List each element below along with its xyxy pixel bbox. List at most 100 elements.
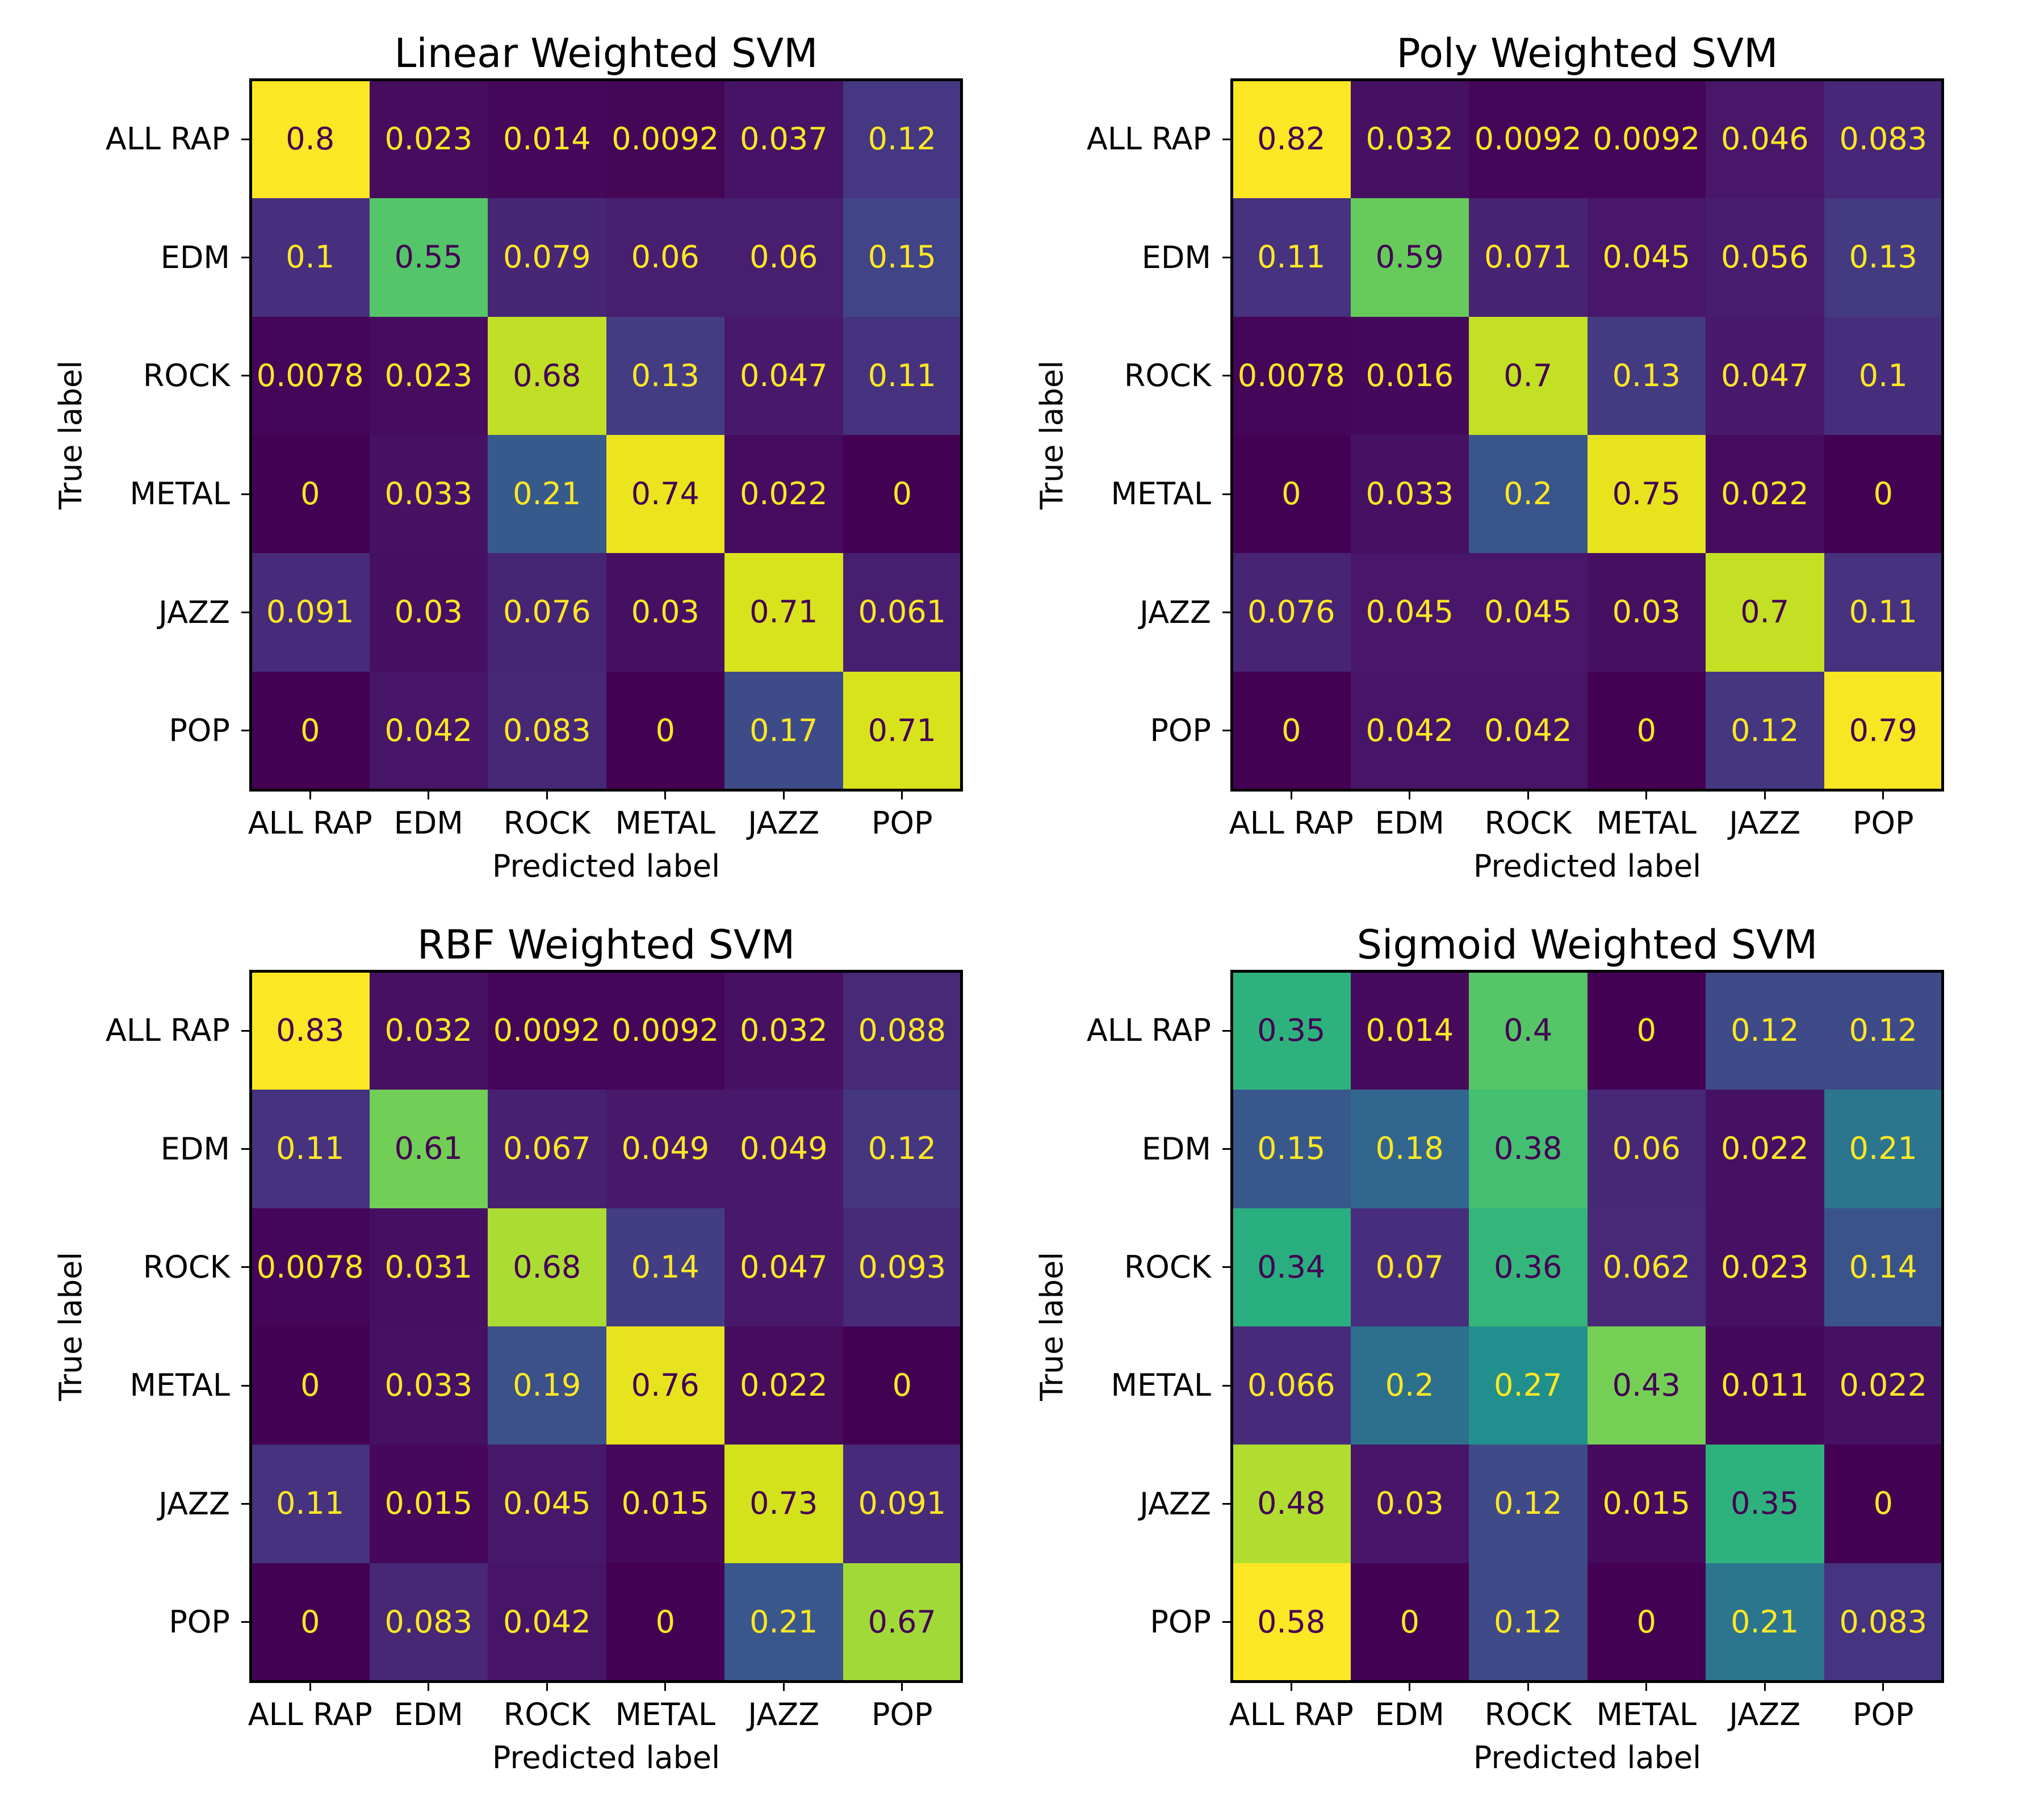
y-tick-mark (241, 1029, 250, 1032)
y-tick-mark (241, 493, 250, 495)
heatmap-cell: 0.0078 (1232, 316, 1351, 435)
y-tick-label: METAL (1111, 1367, 1211, 1404)
heatmap-cell: 0.091 (843, 1445, 961, 1563)
x-tick-mark (1764, 791, 1766, 799)
heatmap-cell: 0.13 (1587, 316, 1706, 435)
x-tick-label: ROCK (1484, 805, 1572, 841)
heatmap-cell: 0.083 (488, 671, 606, 790)
heatmap-cell: 0 (843, 434, 961, 554)
heatmap-cell: 0.48 (1232, 1445, 1351, 1563)
heatmap-cell: 0.093 (843, 1208, 961, 1326)
y-tick-label: JAZZ (1140, 1485, 1211, 1522)
heatmap-cell: 0.062 (1587, 1208, 1706, 1326)
heatmap-cell: 0.0092 (606, 80, 724, 199)
x-tick-mark (1409, 1682, 1411, 1691)
heatmap-cell: 0.2 (1469, 434, 1588, 554)
y-tick-label: POP (169, 1604, 230, 1640)
heatmap-cell: 0.022 (724, 434, 843, 554)
y-tick-label: ROCK (1124, 357, 1211, 393)
heatmap-cell: 0 (606, 1563, 724, 1681)
y-tick-label: METAL (129, 476, 230, 512)
x-tick-mark (309, 1682, 311, 1691)
heatmap-cell: 0.82 (1232, 80, 1351, 199)
x-tick-label: JAZZ (1729, 805, 1801, 841)
x-tick-mark (1290, 791, 1292, 799)
heatmap-cell: 0.061 (843, 553, 961, 672)
heatmap-cell: 0.06 (724, 198, 843, 317)
heatmap-cell: 0.045 (1587, 198, 1706, 317)
x-tick-label: POP (871, 805, 933, 841)
heatmap-cell: 0.14 (606, 1208, 724, 1326)
heatmap-cell: 0 (1350, 1563, 1469, 1681)
heatmap-cell: 0.75 (1587, 434, 1706, 554)
x-tick-mark (901, 1682, 903, 1691)
heatmap-cell: 0.35 (1706, 1445, 1824, 1563)
heatmap-cell: 0.21 (1706, 1563, 1824, 1681)
x-tick-mark (901, 791, 903, 799)
y-tick-mark (1222, 1503, 1231, 1505)
heatmap-cell: 0.045 (488, 1445, 606, 1563)
heatmap-cell: 0.06 (1587, 1090, 1706, 1208)
heatmap-cell: 0.022 (724, 1326, 843, 1445)
heatmap-cell: 0.15 (1232, 1090, 1351, 1208)
x-tick-label: ROCK (503, 805, 590, 841)
heatmap-cell: 0.11 (843, 316, 961, 435)
heatmap-cell: 0.11 (1824, 553, 1942, 672)
y-tick-mark (241, 1503, 250, 1505)
x-tick-label: METAL (1596, 805, 1697, 841)
x-tick-label: POP (871, 1697, 933, 1732)
y-tick-mark (241, 730, 250, 732)
y-tick-mark (241, 257, 250, 258)
x-axis-label: Predicted label (1473, 1740, 1702, 1776)
chart-title: Sigmoid Weighted SVM (1356, 922, 1818, 968)
heatmap-cell: 0.023 (369, 316, 488, 435)
heatmap-cell: 0.11 (1232, 198, 1351, 317)
y-axis-label: True label (53, 1251, 89, 1401)
y-tick-mark (241, 1266, 250, 1268)
y-tick-label: POP (1150, 1604, 1211, 1640)
heatmap-cell: 0 (251, 1326, 370, 1445)
heatmap-cell: 0.032 (369, 972, 488, 1090)
heatmap-cell: 0.61 (369, 1090, 488, 1208)
x-tick-label: POP (1852, 805, 1914, 841)
y-tick-label: ALL RAP (105, 121, 230, 157)
heatmap-cell: 0.11 (251, 1445, 370, 1563)
x-axis-label: Predicted label (1473, 848, 1702, 884)
heatmap-cell: 0.76 (606, 1326, 724, 1445)
x-axis-label: Predicted label (492, 848, 721, 884)
heatmap-cell: 0.55 (369, 198, 488, 317)
heatmap-cell: 0.13 (606, 316, 724, 435)
y-tick-mark (1222, 1029, 1231, 1032)
y-tick-mark (241, 138, 250, 140)
heatmap-cell: 0.049 (724, 1090, 843, 1208)
heatmap-cell: 0.36 (1469, 1208, 1588, 1326)
heatmap-cell: 0 (1232, 671, 1351, 790)
x-tick-label: ALL RAP (1229, 1697, 1354, 1732)
y-tick-label: ROCK (143, 1249, 230, 1285)
heatmap-grid: 0.83 0.032 0.0092 0.0092 0.032 0.088 0.11 0.61 0… (251, 972, 961, 1681)
x-tick-label: ALL RAP (248, 1697, 372, 1732)
heatmap-cell: 0.7 (1469, 316, 1588, 435)
heatmap-cell: 0.58 (1232, 1563, 1351, 1681)
heatmap-cell: 0.4 (1469, 972, 1588, 1090)
y-tick-mark (1222, 493, 1231, 495)
heatmap-cell: 0.17 (724, 671, 843, 790)
heatmap-cell: 0.0092 (488, 972, 606, 1090)
heatmap-cell: 0.21 (724, 1563, 843, 1681)
heatmap-cell: 0.12 (843, 80, 961, 199)
heatmap-cell: 0 (1824, 1445, 1942, 1563)
x-tick-mark (1409, 791, 1411, 799)
heatmap-cell: 0.042 (488, 1563, 606, 1681)
x-tick-mark (1645, 1682, 1648, 1691)
y-tick-label: JAZZ (1140, 594, 1211, 630)
heatmap-cell: 0.022 (1706, 1090, 1824, 1208)
heatmap-cell: 0.12 (1706, 671, 1824, 790)
y-tick-mark (1222, 257, 1231, 258)
x-tick-label: METAL (1596, 1697, 1697, 1732)
heatmap-cell: 0.0092 (1469, 80, 1588, 199)
y-tick-mark (241, 612, 250, 613)
heatmap-cell: 0.68 (488, 1208, 606, 1326)
y-tick-mark (1222, 1266, 1231, 1268)
heatmap-cell: 0.14 (1824, 1208, 1942, 1326)
heatmap-cell: 0.014 (1350, 972, 1469, 1090)
